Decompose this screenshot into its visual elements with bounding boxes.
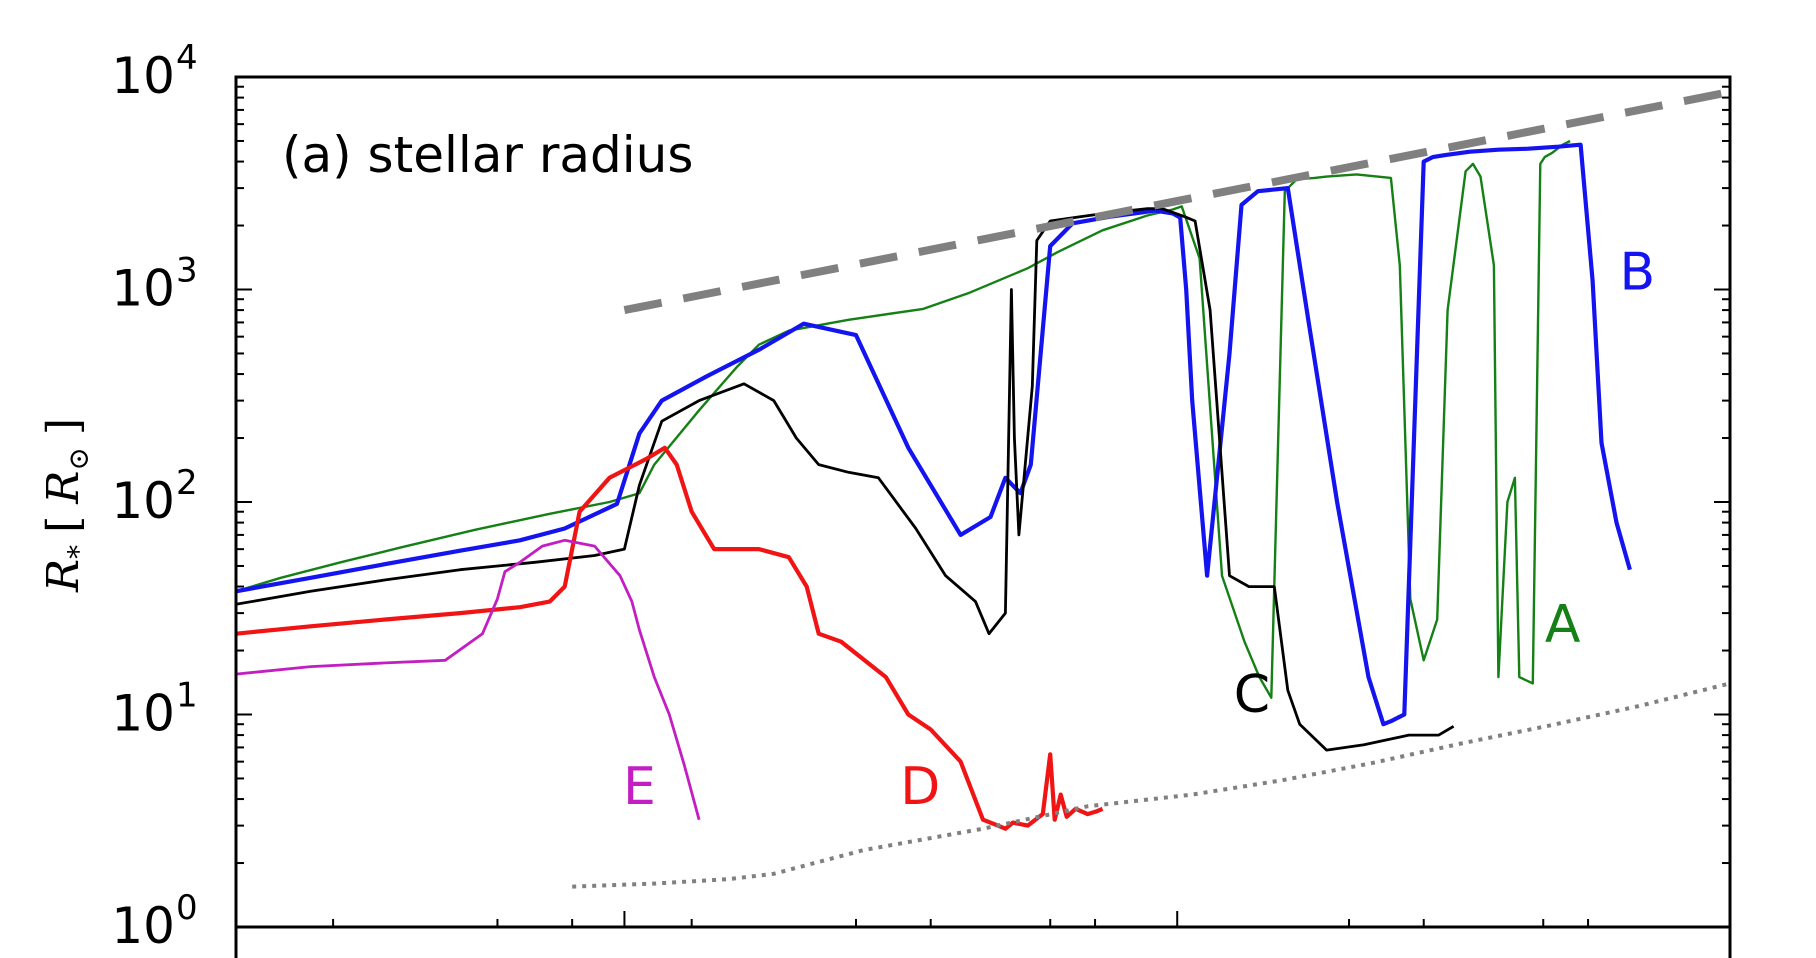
y-tick-label: 10: [111, 47, 175, 105]
series-label-c: C: [1234, 665, 1270, 725]
svg-text:R*[R⊙]: R*[R⊙]: [38, 418, 95, 593]
series-c-line: [236, 207, 1455, 752]
series-b-line: [236, 142, 1632, 727]
y-tick-exponent: 2: [176, 463, 198, 503]
series-a-line: [236, 139, 1571, 699]
series-d-line: [236, 445, 1104, 831]
y-tick-label: 10: [111, 260, 175, 318]
y-label-symbol-sub: *: [62, 545, 95, 559]
series-label-e: E: [623, 757, 656, 817]
y-label-bracket-close: ]: [38, 418, 89, 435]
chart-title: (a) stellar radius: [282, 126, 693, 184]
y-tick-exponent: 0: [176, 888, 198, 928]
y-label-bracket-open: [: [38, 516, 89, 533]
y-tick-exponent: 3: [176, 251, 198, 291]
y-tick-label: 10: [111, 472, 175, 530]
y-tick-label: 10: [111, 897, 175, 955]
y-tick-exponent: 4: [176, 38, 198, 78]
y-label-unit: R: [38, 471, 89, 505]
lower-limit-dotted-line: [572, 681, 1730, 889]
upper-limit-dashed-line: [623, 88, 1730, 315]
series-label-b: B: [1620, 243, 1656, 303]
plot-frame: [234, 75, 1732, 958]
series-lines: [236, 88, 1730, 889]
axis-ticks: [236, 85, 1731, 928]
y-tick-label: 10: [111, 685, 175, 743]
y-axis-label: R*[R⊙]: [38, 418, 95, 593]
y-label-unit-sub: ⊙: [62, 447, 95, 470]
series-labels: A B C D E: [623, 243, 1655, 817]
y-tick-exponent: 1: [176, 676, 198, 716]
series-label-d: D: [900, 757, 940, 817]
y-label-symbol: R: [38, 559, 89, 593]
series-e-line: [236, 538, 701, 821]
series-label-a: A: [1545, 595, 1581, 655]
